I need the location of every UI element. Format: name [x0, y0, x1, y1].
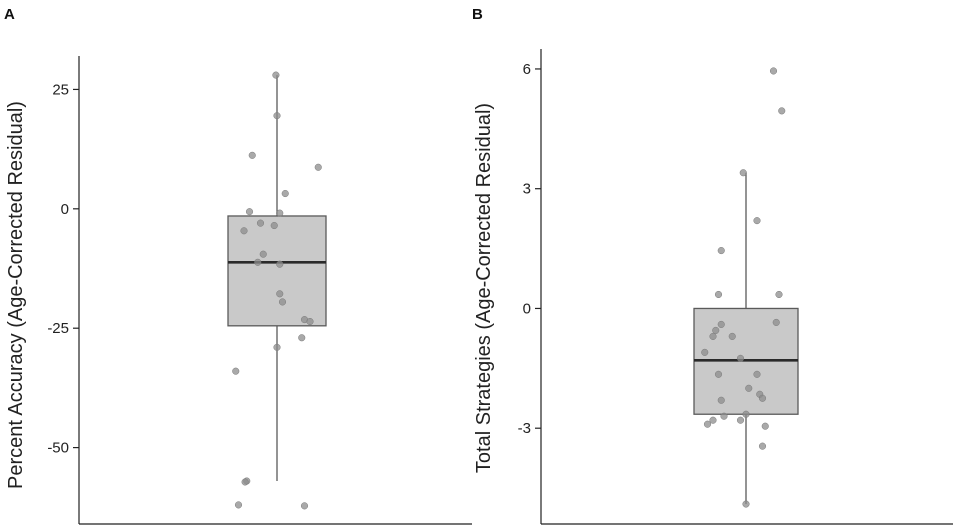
- panel-a-data-point: [276, 209, 284, 217]
- panel-a-y-tick-label: -50: [47, 440, 69, 457]
- panel-b-data-point: [769, 67, 778, 75]
- panel-a-y-ticks: 25 0 -25 -50: [47, 81, 79, 457]
- panel-a-data-point: [270, 221, 278, 230]
- panel-a-data-point: [278, 298, 287, 306]
- panel-b-data-point: [709, 332, 717, 340]
- panel-b-label: B: [472, 6, 483, 23]
- panel-b-data-point: [701, 348, 709, 356]
- panel-b-data-point: [761, 422, 769, 430]
- panel-a-data-point: [276, 290, 284, 298]
- panel-b: B Total Strategies (Age-Corrected Residu…: [472, 6, 953, 525]
- panel-b-data-point: [736, 354, 745, 362]
- panel-a-box: [227, 75, 327, 482]
- panel-b-data-point: [728, 332, 736, 340]
- panel-b-data-point: [717, 247, 725, 255]
- panel-a-data-point: [254, 258, 262, 266]
- panel-b-data-point: [758, 442, 767, 450]
- panel-a-y-tick-label: 0: [61, 201, 69, 218]
- panel-b-data-point: [720, 412, 728, 420]
- panel-b-data-point: [753, 370, 761, 378]
- panel-b-data-point: [745, 384, 753, 392]
- panel-b-data-point: [753, 217, 761, 225]
- panel-b-y-axis-title: Total Strategies (Age-Corrected Residual…: [473, 103, 495, 473]
- panel-a-data-point: [241, 478, 249, 486]
- panel-a-data-point: [298, 334, 306, 342]
- panel-a-label: A: [4, 6, 15, 23]
- panel-a-data-point: [306, 317, 314, 326]
- panel-b-data-point: [736, 416, 745, 424]
- panel-a-data-point: [272, 71, 280, 79]
- panel-b-data-point: [775, 290, 783, 299]
- panel-a-points: [232, 71, 322, 510]
- panel-b-data-point: [778, 107, 786, 115]
- panel-b-data-point: [712, 326, 720, 334]
- panel-a-y-axis-title: Percent Accuracy (Age-Corrected Residual…: [5, 101, 27, 489]
- panel-b-data-point: [742, 500, 750, 508]
- panel-b-y-tick-label: 0: [523, 300, 531, 317]
- panel-b-data-point: [742, 410, 750, 418]
- panel-a-data-point: [232, 367, 240, 375]
- panel-b-data-point: [717, 320, 725, 328]
- panel-a-data-point: [240, 227, 248, 235]
- panel-a-data-point: [259, 250, 267, 258]
- panel-a-data-point: [273, 343, 281, 351]
- panel-b-data-point: [758, 394, 767, 402]
- panel-b-data-point: [714, 290, 723, 299]
- panel-a-y-tick-label: -25: [47, 320, 69, 337]
- panel-b-data-point: [709, 416, 717, 424]
- panel-a: A Percent Accuracy (Age-Corrected Residu…: [4, 6, 472, 525]
- panel-b-data-point: [739, 169, 747, 177]
- panel-b-y-tick-label: 3: [523, 181, 531, 198]
- panel-b-y-ticks: 6 3 0 -3: [518, 61, 541, 437]
- panel-b-points: [701, 67, 786, 508]
- panel-a-data-point: [234, 501, 243, 509]
- panel-a-data-point: [276, 260, 284, 268]
- panel-b-data-point: [703, 420, 712, 428]
- panel-b-data-point: [772, 318, 780, 326]
- panel-b-y-tick-label: -3: [518, 420, 531, 437]
- panel-a-data-point: [281, 189, 289, 198]
- panel-a-y-tick-label: 25: [52, 81, 69, 98]
- panel-a-data-point: [256, 219, 265, 227]
- panel-b-y-tick-label: 6: [523, 61, 531, 78]
- panel-a-data-point: [300, 502, 309, 510]
- panel-a-data-point: [248, 151, 256, 159]
- panel-b-data-point: [717, 396, 725, 404]
- panel-a-data-point: [314, 163, 322, 171]
- panel-b-box: [693, 172, 799, 505]
- panel-a-data-point: [245, 208, 254, 216]
- panel-a-data-point: [273, 112, 281, 120]
- panel-b-data-point: [714, 370, 723, 378]
